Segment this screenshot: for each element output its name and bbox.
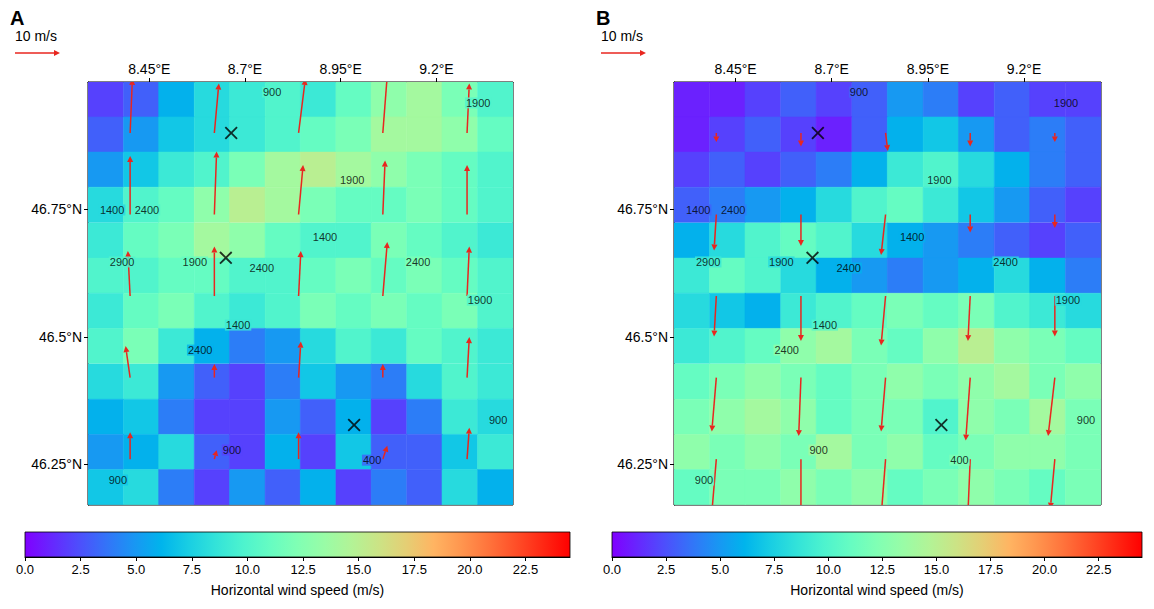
svg-text:900: 900 (850, 86, 868, 98)
svg-text:46.5°N: 46.5°N (39, 329, 82, 345)
svg-text:20.0: 20.0 (1032, 562, 1057, 577)
svg-text:2400: 2400 (774, 344, 798, 356)
svg-text:2400: 2400 (406, 256, 430, 268)
svg-text:A: A (10, 7, 24, 29)
svg-text:10 m/s: 10 m/s (601, 28, 643, 44)
svg-text:2400: 2400 (250, 262, 274, 274)
svg-text:1900: 1900 (1056, 294, 1080, 306)
svg-text:B: B (596, 7, 610, 29)
svg-text:2900: 2900 (696, 256, 720, 268)
svg-text:15.0: 15.0 (924, 562, 949, 577)
svg-text:1400: 1400 (813, 319, 837, 331)
svg-text:1900: 1900 (769, 256, 793, 268)
svg-text:46.25°N: 46.25°N (31, 456, 82, 472)
svg-text:900: 900 (695, 474, 713, 486)
svg-text:17.5: 17.5 (978, 562, 1003, 577)
svg-text:1900: 1900 (1054, 97, 1078, 109)
svg-text:900: 900 (109, 474, 127, 486)
svg-text:8.95°E: 8.95°E (907, 61, 949, 77)
svg-text:900: 900 (489, 414, 507, 426)
svg-text:2.5: 2.5 (72, 562, 90, 577)
svg-text:1900: 1900 (340, 174, 364, 186)
svg-text:8.45°E: 8.45°E (714, 61, 756, 77)
svg-text:1900: 1900 (927, 174, 951, 186)
svg-text:46.25°N: 46.25°N (617, 456, 668, 472)
svg-text:2400: 2400 (993, 256, 1017, 268)
svg-text:2400: 2400 (188, 344, 212, 356)
svg-text:1900: 1900 (183, 256, 207, 268)
svg-text:9.2°E: 9.2°E (1007, 61, 1041, 77)
svg-text:Horizontal wind speed (m/s): Horizontal wind speed (m/s) (790, 582, 964, 598)
svg-text:2.5: 2.5 (657, 562, 675, 577)
svg-text:8.7°E: 8.7°E (228, 61, 262, 77)
svg-text:2400: 2400 (721, 204, 745, 216)
svg-text:22.5: 22.5 (1086, 562, 1111, 577)
svg-text:15.0: 15.0 (346, 562, 371, 577)
svg-text:0.0: 0.0 (16, 562, 34, 577)
svg-text:46.75°N: 46.75°N (31, 201, 82, 217)
svg-text:1400: 1400 (226, 319, 250, 331)
svg-text:5.0: 5.0 (127, 562, 145, 577)
svg-text:20.0: 20.0 (457, 562, 482, 577)
svg-text:12.5: 12.5 (290, 562, 315, 577)
svg-text:12.5: 12.5 (870, 562, 895, 577)
svg-text:1900: 1900 (466, 97, 490, 109)
svg-text:2400: 2400 (836, 262, 860, 274)
svg-text:1400: 1400 (686, 204, 710, 216)
svg-text:10.0: 10.0 (235, 562, 260, 577)
svg-text:1400: 1400 (100, 204, 124, 216)
svg-text:1900: 1900 (468, 294, 492, 306)
svg-text:1400: 1400 (900, 231, 924, 243)
svg-text:7.5: 7.5 (765, 562, 783, 577)
svg-text:2400: 2400 (135, 204, 159, 216)
svg-text:17.5: 17.5 (402, 562, 427, 577)
svg-text:2900: 2900 (110, 256, 134, 268)
svg-text:400: 400 (950, 454, 968, 466)
svg-text:7.5: 7.5 (183, 562, 201, 577)
svg-text:46.5°N: 46.5°N (625, 329, 668, 345)
svg-text:8.95°E: 8.95°E (320, 61, 362, 77)
svg-text:900: 900 (223, 444, 241, 456)
svg-text:Horizontal wind speed (m/s): Horizontal wind speed (m/s) (211, 582, 385, 598)
svg-text:1400: 1400 (313, 231, 337, 243)
svg-text:0.0: 0.0 (603, 562, 621, 577)
svg-text:10.0: 10.0 (816, 562, 841, 577)
svg-text:400: 400 (363, 454, 381, 466)
svg-text:10 m/s: 10 m/s (15, 28, 57, 44)
svg-text:8.7°E: 8.7°E (815, 61, 849, 77)
svg-text:900: 900 (1077, 414, 1095, 426)
svg-text:9.2°E: 9.2°E (419, 61, 453, 77)
svg-text:900: 900 (263, 86, 281, 98)
svg-text:8.45°E: 8.45°E (128, 61, 170, 77)
svg-text:46.75°N: 46.75°N (617, 201, 668, 217)
svg-text:5.0: 5.0 (711, 562, 729, 577)
svg-text:22.5: 22.5 (513, 562, 538, 577)
svg-text:900: 900 (809, 444, 827, 456)
